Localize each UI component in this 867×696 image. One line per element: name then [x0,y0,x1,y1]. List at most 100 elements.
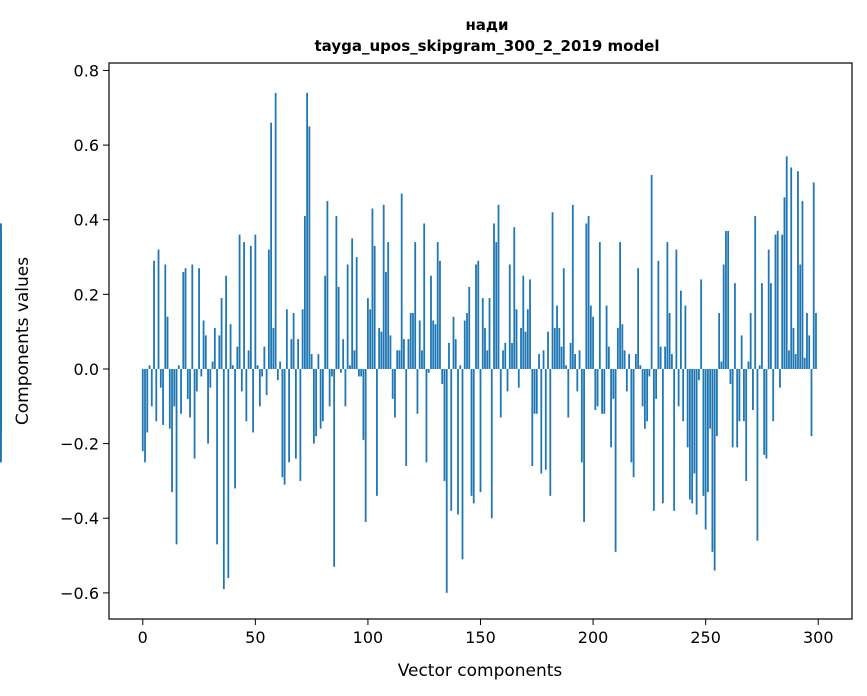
bar-197 [585,223,588,369]
bar-28 [204,335,207,369]
bar-239 [679,290,682,369]
x-tick-label: 200 [578,628,609,647]
bar-177 [540,368,543,474]
chart-subtitle: tayga_upos_skipgram_300_2_2019 model [315,37,660,55]
bar-113 [396,350,399,369]
bar-215 [625,368,628,392]
bar-199 [589,305,592,369]
bar-280 [772,368,775,422]
y-tick-label: 0.8 [74,61,99,80]
bar-12 [168,368,171,429]
bar-53 [261,368,263,377]
bar-191 [571,204,574,369]
y-tick-label: 0.0 [74,360,99,379]
bar-202 [596,368,599,407]
bar-230 [659,346,662,369]
bar-240 [682,368,685,422]
bar-78 [317,354,320,369]
bar-269 [747,361,750,369]
bar-201 [594,368,597,411]
bar-64 [285,309,288,369]
bar-273 [756,368,759,541]
bar-165 [513,227,516,369]
bar-29 [207,368,209,444]
bar-84 [331,368,333,377]
bar-287 [788,350,790,369]
bar-212 [619,242,621,369]
bar-196 [583,368,585,522]
bar-143 [463,320,466,369]
bar-45 [243,242,245,369]
bar-274 [758,365,761,369]
bar-14 [173,368,176,407]
bar-254 [713,368,716,571]
bar-135 [445,368,448,593]
bar-233 [666,242,669,369]
bar-258 [722,264,725,369]
bar-209 [612,368,615,399]
bar-294 [803,357,806,369]
bar-131 [436,242,439,369]
bar-289 [792,327,795,369]
bar-189 [567,368,570,418]
bar-125 [423,223,426,369]
bar-150 [479,368,482,493]
bar-75 [310,354,313,369]
bar-157 [495,242,498,369]
bar-190 [569,342,572,369]
bar-142 [461,368,464,560]
bar-32 [213,327,216,369]
bar-40 [231,365,234,369]
bar-102 [371,208,374,369]
bar-127 [427,368,430,373]
bar-284 [781,234,784,369]
bar-246 [695,368,698,515]
bar-26 [200,368,203,377]
bar-222 [641,368,644,407]
bar-122 [416,368,419,414]
bar-204 [601,368,603,414]
bar-149 [477,260,480,369]
bar-278 [767,249,770,369]
bar-129 [432,320,435,369]
bar-178 [542,350,545,369]
bar-170 [524,331,527,369]
bar-33 [216,368,218,545]
bar-2 [146,368,149,433]
x-axis-ticks: 0 50 100 150 200 250 300 [138,619,834,647]
bar-82 [326,201,329,369]
bar-42 [236,346,239,369]
bar-5 [153,260,155,369]
bar-292 [799,264,802,369]
bar-58 [272,327,275,369]
bar-185 [558,327,561,369]
bar-237 [675,249,678,369]
bar-276 [763,368,766,455]
bar-67 [292,313,295,369]
bar-118 [407,339,410,369]
bar-277 [765,368,768,459]
bar-93 [351,238,354,369]
bar-46 [245,368,248,422]
bar-228 [655,368,658,399]
bar-137 [450,368,453,511]
bar-79 [319,368,322,429]
bar-106 [380,331,383,369]
bar-9 [162,368,164,425]
bar-undefined [0,368,2,463]
bar-227 [652,368,655,511]
bar-219 [634,354,637,369]
bar-27 [202,320,205,369]
bar-121 [414,242,417,369]
plot-frame [108,62,853,620]
bar-73 [306,92,309,369]
bar-124 [421,350,423,369]
bar-231 [661,368,664,504]
bar-251 [707,368,709,493]
bar-171 [526,309,529,369]
y-tick-label: −0.6 [60,584,99,603]
bar-111 [391,368,394,399]
bar-206 [605,305,608,369]
x-tick-label: 300 [803,628,834,647]
